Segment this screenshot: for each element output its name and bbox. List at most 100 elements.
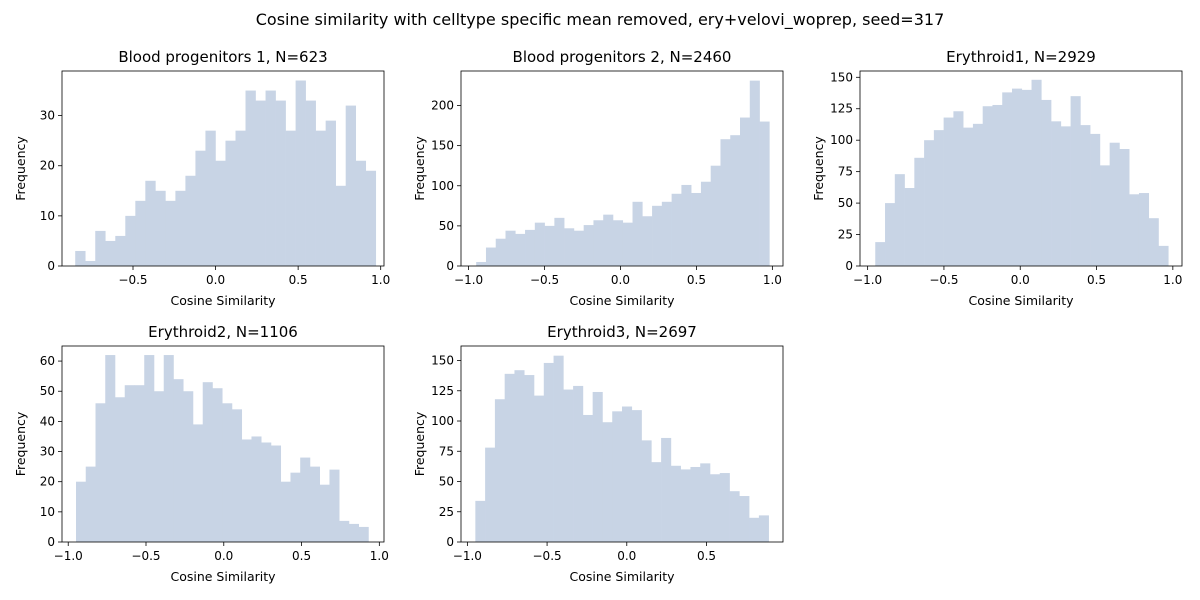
- histogram-bar: [514, 370, 525, 542]
- histogram-bar: [315, 130, 326, 266]
- x-tick-label: 1.0: [370, 549, 389, 563]
- histogram-bar: [212, 388, 223, 542]
- histogram-bar: [953, 111, 964, 267]
- y-axis-label: Frequency: [412, 136, 427, 201]
- histogram-bar: [593, 220, 604, 266]
- y-axis-label: Frequency: [811, 136, 826, 201]
- y-tick-label: 100: [830, 133, 853, 147]
- histogram-bar: [348, 523, 359, 542]
- histogram-bar: [554, 217, 565, 266]
- x-tick-label: −1.0: [453, 549, 482, 563]
- histogram-bar: [105, 240, 116, 266]
- subplot-1: −0.5 0.0 0.5 1.0 0 10 20 30 Blood progenitors 1,…: [13, 48, 390, 308]
- x-tick-label: 0.0: [1011, 273, 1030, 287]
- y-tick-label: 75: [838, 165, 853, 179]
- histogram-bar: [485, 247, 497, 266]
- histogram-bar: [671, 193, 682, 266]
- x-tick-label: 0.5: [1087, 273, 1106, 287]
- x-tick-label: −1.0: [454, 273, 483, 287]
- histogram-bar: [651, 462, 662, 542]
- subplot-4: −1.0 −0.5 0.0 0.5 1.0 0 10 20 30 40 50 60 Erythroid2…: [13, 323, 389, 584]
- histogram-bar: [175, 190, 186, 266]
- histogram-bar: [261, 442, 272, 542]
- histogram-bar: [661, 201, 672, 266]
- histogram-bar: [963, 127, 974, 266]
- histogram-bar: [85, 260, 96, 266]
- histogram-bar: [134, 385, 145, 542]
- histogram-bar: [251, 436, 262, 542]
- histogram-bar: [329, 469, 340, 542]
- histogram-bar: [185, 175, 196, 266]
- histogram-bar: [105, 355, 116, 542]
- histogram-bar: [544, 225, 555, 266]
- histogram-bar: [1148, 218, 1159, 266]
- histogram-bar: [1031, 79, 1042, 266]
- x-tick-label: 1.0: [763, 273, 782, 287]
- histogram-bar: [319, 484, 330, 542]
- histogram-bar: [700, 181, 712, 266]
- histogram-bar: [642, 216, 653, 266]
- subplot-title: Blood progenitors 2, N=2460: [513, 48, 732, 66]
- y-tick-label: 10: [40, 209, 55, 223]
- histogram-bar: [165, 200, 176, 266]
- histogram-bar: [749, 80, 760, 266]
- histogram-bar: [295, 80, 306, 267]
- histogram-bar: [255, 100, 266, 266]
- histogram-bar: [231, 409, 243, 542]
- histogram-bar: [661, 437, 672, 542]
- histogram-bar: [622, 222, 633, 266]
- histogram-bar: [992, 104, 1003, 266]
- histogram-bar: [495, 238, 506, 266]
- histogram-bar: [739, 496, 750, 542]
- histogram-bar: [691, 192, 702, 266]
- histogram-bar: [534, 222, 545, 266]
- y-tick-label: 40: [40, 414, 55, 428]
- axes-frame: [460, 70, 784, 267]
- histogram-bar: [602, 422, 613, 542]
- histogram-bar: [592, 391, 603, 542]
- y-tick-label: 100: [431, 414, 454, 428]
- axes-frame: [460, 345, 784, 543]
- histogram-bar: [163, 355, 174, 542]
- histogram-bar: [914, 157, 925, 266]
- histogram-bar: [563, 389, 574, 542]
- histogram-bar: [135, 200, 146, 266]
- figure-title: Cosine similarity with celltype specific…: [255, 10, 945, 29]
- histogram-bar: [543, 362, 554, 542]
- subplot-5: −1.0 −0.5 0.0 0.5 0 25 50 75 100 125 150 Erythroid3…: [412, 323, 784, 584]
- histogram-bar: [1129, 194, 1140, 266]
- histogram-bar: [358, 526, 369, 542]
- histogram-bar: [720, 139, 731, 266]
- histogram-bar: [1041, 99, 1052, 266]
- x-tick-label: 0.0: [206, 273, 225, 287]
- x-axis-label: Cosine Similarity: [170, 569, 276, 584]
- histogram-bar: [76, 481, 87, 542]
- y-tick-label: 30: [40, 445, 55, 459]
- x-tick-label: 1.0: [1163, 273, 1182, 287]
- histogram-bar: [603, 214, 614, 266]
- histogram-bar: [275, 100, 286, 266]
- histogram-bar: [300, 457, 311, 542]
- histogram-bar: [894, 174, 905, 266]
- histogram-bar: [943, 117, 954, 266]
- histogram-bar: [534, 395, 545, 542]
- y-tick-label: 50: [439, 219, 454, 233]
- subplot-title: Erythroid2, N=1106: [148, 323, 298, 341]
- histogram-bar: [700, 463, 711, 542]
- histogram-bar: [759, 121, 770, 266]
- y-tick-label: 150: [431, 139, 454, 153]
- histogram-bar: [145, 180, 156, 266]
- axes-frame: [859, 70, 1183, 267]
- histogram-bar: [573, 230, 584, 266]
- subplot-2: −1.0 −0.5 0.0 0.5 1.0 0 50 100 150 200 Blood proge…: [412, 48, 784, 308]
- histogram-bar: [192, 424, 204, 542]
- subplot-3: −1.0 −0.5 0.0 0.5 1.0 0 25 50 75 100 125 150 Erythro…: [811, 48, 1183, 308]
- histogram-bar: [652, 205, 663, 266]
- y-tick-label: 25: [439, 505, 454, 519]
- histogram-bar: [1070, 96, 1081, 267]
- histogram-bar: [573, 385, 584, 542]
- y-tick-label: 75: [439, 444, 454, 458]
- histogram-bar: [729, 491, 740, 542]
- histogram-bar: [485, 447, 496, 542]
